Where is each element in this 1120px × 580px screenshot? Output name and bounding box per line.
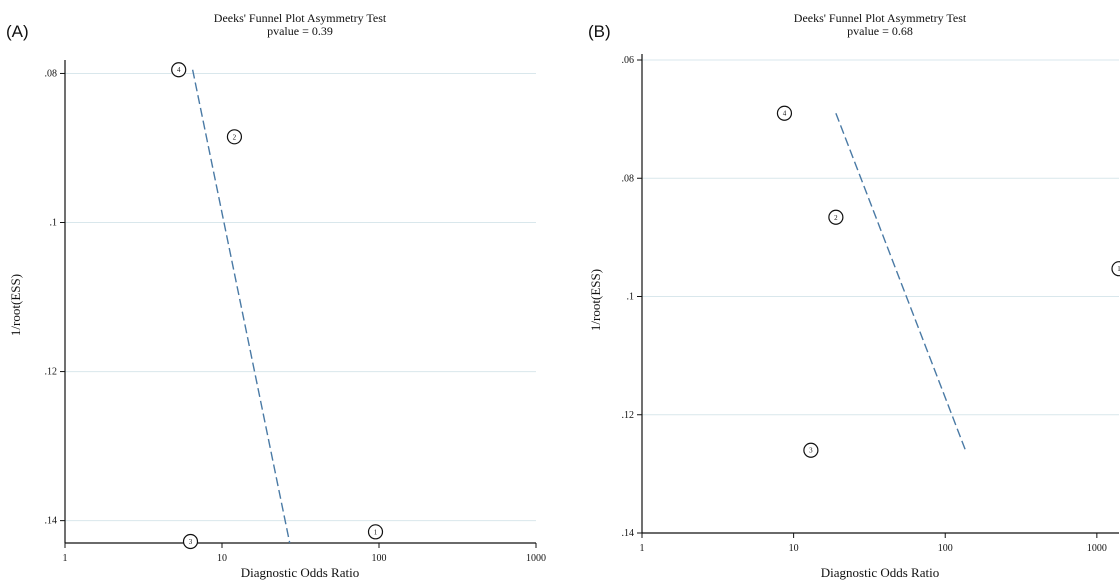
study-marker-b bbox=[1111, 261, 1120, 277]
y-tick-label-b: .08 bbox=[622, 173, 635, 184]
panel-label-b: (B) bbox=[588, 22, 611, 41]
chart-subtitle-b: pvalue = 0.68 bbox=[847, 24, 913, 38]
x-tick-label-b: 100 bbox=[938, 543, 953, 554]
panel-label-a: (A) bbox=[6, 22, 29, 41]
y-tick-label-b: .12 bbox=[622, 410, 635, 421]
study-label-b: 1 bbox=[1117, 265, 1120, 273]
x-tick-label-a: 100 bbox=[372, 553, 387, 564]
study-label-a: 1 bbox=[374, 528, 378, 536]
x-tick-label-a: 10 bbox=[217, 553, 227, 564]
y-axis-label-b: 1/root(ESS) bbox=[588, 269, 603, 331]
study-label-b: 2 bbox=[834, 214, 838, 222]
y-tick-label-b: .14 bbox=[622, 528, 635, 539]
study-marker-a bbox=[171, 62, 187, 78]
ticks-a: .08 .1 .12 .14 1 10 100 1000 bbox=[45, 68, 547, 564]
study-marker-b bbox=[776, 105, 793, 121]
chart-title-b: Deeks' Funnel Plot Asymmetry Test bbox=[794, 11, 967, 25]
y-axis-label-a: 1/root(ESS) bbox=[8, 274, 23, 336]
study-label-b: 4 bbox=[783, 110, 787, 118]
y-tick-label-a: .12 bbox=[45, 367, 58, 378]
y-tick-label-b: .06 bbox=[622, 55, 635, 66]
y-tick-label-a: .08 bbox=[45, 68, 58, 79]
y-tick-label-a: .14 bbox=[45, 516, 58, 527]
panel-a: (A) Deeks' Funnel Plot Asymmetry Test pv… bbox=[6, 11, 547, 580]
study-label-b: 3 bbox=[809, 447, 813, 455]
x-axis-label-a: Diagnostic Odds Ratio bbox=[241, 565, 359, 580]
regression-line-segment-b bbox=[835, 112, 967, 451]
study-marker-b bbox=[828, 209, 844, 225]
x-tick-label-b: 1 bbox=[640, 543, 645, 554]
study-label-a: 2 bbox=[233, 133, 237, 141]
funnel-plot-a: (A) Deeks' Funnel Plot Asymmetry Test pv… bbox=[6, 11, 547, 580]
regression-line-b bbox=[835, 112, 967, 451]
x-axis-label-b: Diagnostic Odds Ratio bbox=[821, 565, 939, 580]
study-label-a: 3 bbox=[189, 538, 193, 546]
regression-line-a bbox=[191, 69, 291, 544]
study-points-b: 4 2 1 3 bbox=[776, 105, 1120, 458]
x-tick-label-b: 10 bbox=[789, 543, 799, 554]
x-tick-label-a: 1 bbox=[63, 553, 68, 564]
y-tick-label-a: .1 bbox=[50, 218, 58, 229]
study-marker-a bbox=[367, 524, 384, 540]
axes-a bbox=[64, 60, 536, 544]
panel-b: (B) Deeks' Funnel Plot Asymmetry Test pv… bbox=[560, 0, 1120, 580]
x-tick-label-b: 1000 bbox=[1087, 543, 1107, 554]
axes-b bbox=[641, 54, 1119, 534]
funnel-plot-b: (B) Deeks' Funnel Plot Asymmetry Test pv… bbox=[588, 11, 1120, 580]
study-points-a: 4 2 3 1 bbox=[171, 62, 384, 550]
study-marker-a bbox=[182, 533, 199, 550]
study-label-a: 4 bbox=[177, 66, 181, 74]
y-tick-label-b: .1 bbox=[627, 292, 635, 303]
grid-b bbox=[642, 59, 1119, 534]
chart-subtitle-a: pvalue = 0.39 bbox=[267, 24, 333, 38]
x-tick-label-a: 1000 bbox=[526, 553, 546, 564]
grid-a bbox=[65, 72, 536, 522]
study-marker-b bbox=[803, 442, 819, 458]
chart-title-a: Deeks' Funnel Plot Asymmetry Test bbox=[214, 11, 387, 25]
study-marker-a bbox=[226, 129, 243, 145]
regression-line-segment-a bbox=[191, 69, 291, 544]
ticks-b: .06 .08 .1 .12 .14 1 10 100 1000 bbox=[622, 55, 1107, 554]
